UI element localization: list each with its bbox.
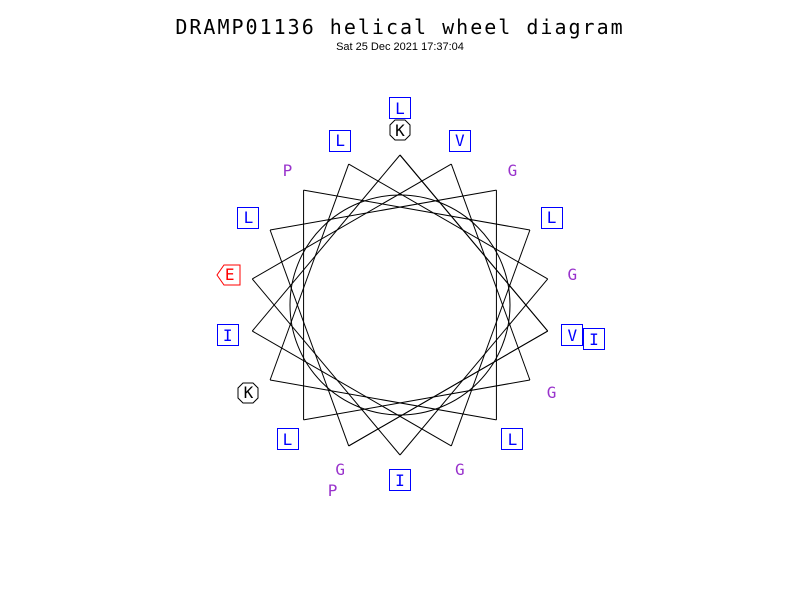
residue-10: E — [216, 264, 240, 286]
residue-13: L — [277, 428, 299, 450]
residue-7: L — [329, 130, 351, 152]
residue-1: V — [561, 324, 583, 346]
page-title: DRAMP01136 helical wheel diagram — [0, 0, 800, 39]
residue-9: I — [389, 469, 411, 491]
residue-14: P — [278, 161, 298, 181]
page-subtitle: Sat 25 Dec 2021 17:37:04 — [0, 41, 800, 53]
residue-2: G — [330, 459, 350, 479]
residue-19: I — [583, 328, 605, 350]
residue-20: P — [323, 480, 343, 500]
residue-4: G — [502, 161, 522, 181]
residue-5: L — [501, 428, 523, 450]
residue-3: L — [237, 207, 259, 229]
residue-16: G — [450, 459, 470, 479]
residue-15: L — [541, 207, 563, 229]
residue-0: K — [389, 119, 411, 141]
residue-11: V — [449, 130, 471, 152]
residue-17: I — [217, 324, 239, 346]
helical-wheel-diagram — [0, 60, 800, 600]
residue-8: G — [562, 265, 582, 285]
residue-12: G — [542, 383, 562, 403]
residue-18: L — [389, 97, 411, 119]
residue-6: K — [237, 382, 259, 404]
